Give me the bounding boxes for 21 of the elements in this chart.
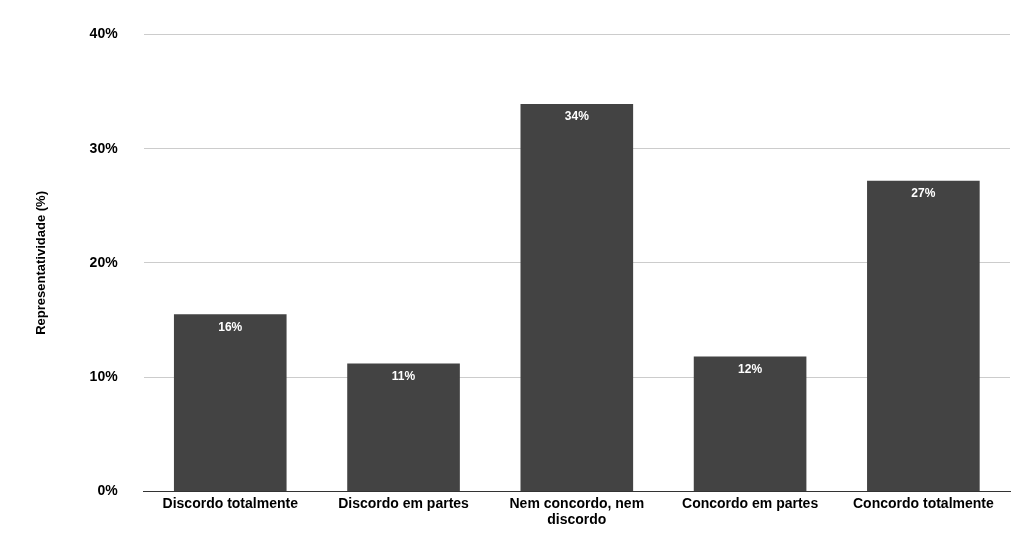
y-tick-label: 10% xyxy=(89,368,119,385)
x-tick-label: Concordo totalmente xyxy=(852,494,994,511)
y-tick-label: 20% xyxy=(89,253,119,270)
data-label: 34% xyxy=(564,109,590,124)
bar xyxy=(693,356,807,491)
bar xyxy=(347,363,460,491)
y-tick-label: 0% xyxy=(97,482,119,499)
data-label: 12% xyxy=(738,361,763,376)
x-tick-label: Nem concordo, nem discordo xyxy=(509,494,645,528)
data-label: 11% xyxy=(391,368,416,383)
y-axis-title: Representatividade (%) xyxy=(33,191,49,335)
bar xyxy=(520,104,634,491)
x-tick-label: Concordo em partes xyxy=(682,494,819,511)
y-tick-label: 30% xyxy=(89,139,119,156)
y-tick-label: 40% xyxy=(89,25,119,42)
data-label: 27% xyxy=(911,185,936,200)
data-label: 16% xyxy=(218,319,243,334)
x-tick-label: Discordo totalmente xyxy=(162,494,299,511)
bar xyxy=(867,180,980,491)
bar xyxy=(173,314,287,491)
x-tick-label: Discordo em partes xyxy=(338,494,470,511)
